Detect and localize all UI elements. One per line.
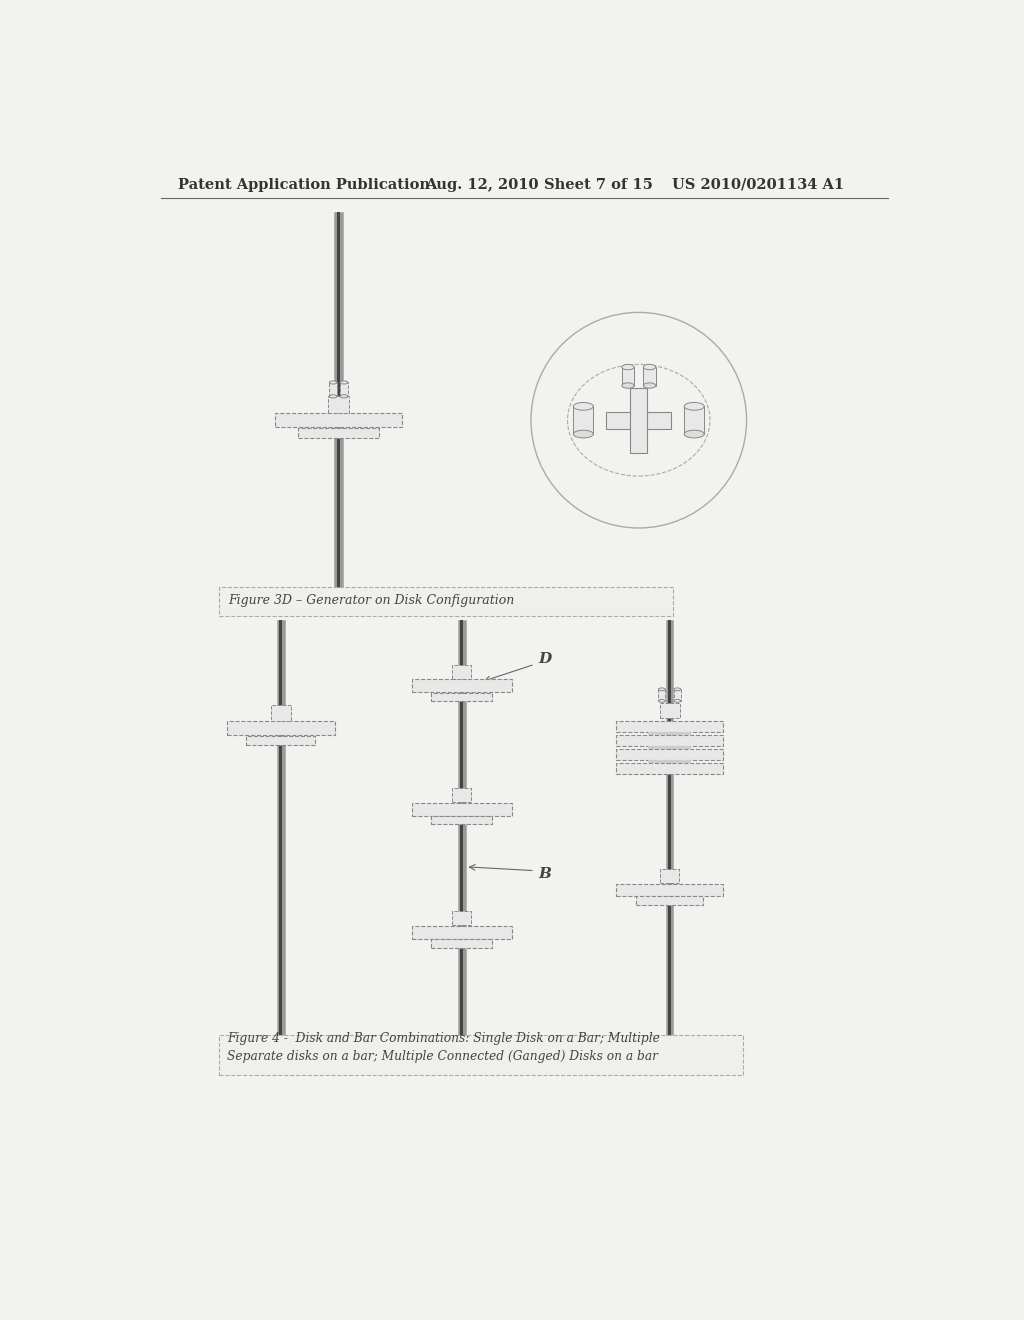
Bar	[453, 665, 471, 678]
Bar	[453, 788, 471, 801]
Bar	[659, 702, 680, 718]
Bar	[622, 367, 634, 385]
Ellipse shape	[658, 688, 666, 690]
Ellipse shape	[573, 403, 593, 411]
Ellipse shape	[330, 395, 337, 397]
Bar	[431, 940, 493, 948]
Ellipse shape	[643, 383, 655, 388]
Bar	[668, 620, 671, 1063]
Bar	[658, 689, 666, 701]
Ellipse shape	[684, 403, 705, 411]
Bar	[674, 689, 681, 701]
Bar	[330, 383, 337, 396]
Bar	[648, 760, 691, 763]
Bar	[412, 803, 512, 816]
Bar	[458, 620, 466, 1063]
Bar	[431, 693, 493, 701]
Bar	[684, 407, 705, 434]
Bar	[643, 367, 655, 385]
Text: Figure 3D – Generator on Disk Configuration: Figure 3D – Generator on Disk Configurat…	[228, 594, 515, 607]
Text: Sheet 7 of 15: Sheet 7 of 15	[544, 178, 653, 191]
Ellipse shape	[622, 383, 634, 388]
Bar	[615, 884, 724, 896]
Bar	[431, 816, 493, 825]
Bar	[636, 896, 703, 906]
Text: B: B	[539, 867, 552, 882]
Bar	[648, 746, 691, 748]
Bar	[666, 620, 674, 1063]
Bar	[615, 748, 724, 760]
Ellipse shape	[674, 688, 681, 690]
Bar	[453, 911, 471, 925]
Ellipse shape	[643, 364, 655, 370]
FancyBboxPatch shape	[219, 1035, 742, 1076]
Bar	[460, 620, 463, 1063]
Bar	[606, 412, 671, 429]
Ellipse shape	[622, 364, 634, 370]
Bar	[334, 213, 343, 605]
Bar	[274, 413, 402, 428]
Bar	[280, 620, 283, 1063]
Bar	[412, 680, 512, 693]
Bar	[328, 396, 349, 413]
Text: Patent Application Publication: Patent Application Publication	[178, 178, 430, 191]
Ellipse shape	[330, 381, 337, 384]
Bar	[246, 737, 315, 744]
Bar	[631, 388, 647, 453]
Ellipse shape	[674, 700, 681, 702]
Ellipse shape	[573, 430, 593, 438]
Bar	[226, 721, 335, 735]
Text: D: D	[539, 652, 552, 665]
Bar	[276, 620, 285, 1063]
Bar	[298, 428, 379, 438]
Bar	[660, 869, 679, 883]
Bar	[412, 925, 512, 939]
Ellipse shape	[340, 395, 348, 397]
Bar	[648, 733, 691, 735]
Bar	[270, 705, 291, 721]
Bar	[615, 763, 724, 774]
Bar	[615, 735, 724, 746]
Text: Figure 4 -  Disk and Bar Combinations: Single Disk on a Bar; Multiple
Separate d: Figure 4 - Disk and Bar Combinations: Si…	[226, 1032, 659, 1063]
Ellipse shape	[340, 381, 348, 384]
FancyBboxPatch shape	[219, 586, 674, 615]
Ellipse shape	[684, 430, 705, 438]
Text: Aug. 12, 2010: Aug. 12, 2010	[425, 178, 539, 191]
Bar	[340, 383, 348, 396]
Text: US 2010/0201134 A1: US 2010/0201134 A1	[672, 178, 844, 191]
Ellipse shape	[658, 700, 666, 702]
Bar	[573, 407, 593, 434]
Bar	[615, 721, 724, 733]
Bar	[337, 213, 340, 605]
